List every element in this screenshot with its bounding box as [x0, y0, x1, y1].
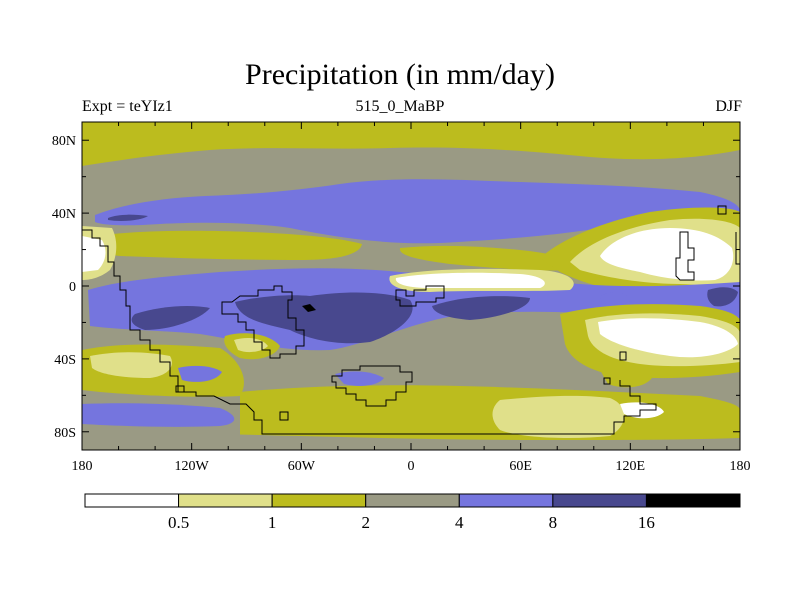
chart-title: Precipitation (in mm/day): [245, 58, 555, 91]
precip-region: [108, 214, 148, 221]
coastline: [675, 231, 695, 281]
precip-region: [335, 371, 384, 386]
x-tick-label: 180: [72, 459, 93, 474]
x-tick-label: 120E: [616, 459, 646, 474]
colorbar-label: 8: [549, 513, 558, 532]
coastline: [331, 365, 413, 407]
precip-region: [94, 230, 363, 260]
axes: 180 120W 60W 0 60E 120E 180 80N 40N 0 40S 80S: [52, 122, 751, 474]
colorbar-swatch: [552, 493, 647, 508]
colorbar-swatch: [271, 493, 367, 508]
colorbar-swatch: [645, 493, 741, 508]
precip-region: [598, 318, 738, 358]
precip-region: [600, 228, 734, 281]
y-tick-label: 80N: [52, 134, 76, 149]
coastline: [603, 377, 611, 385]
precip-region: [82, 122, 740, 166]
y-tick-label: 40N: [52, 207, 76, 222]
season-label: DJF: [715, 98, 742, 115]
colorbar-swatch: [84, 493, 180, 508]
precip-region: [492, 395, 625, 438]
precip-region: [707, 287, 738, 307]
colorbar-label: 16: [638, 513, 655, 532]
coastline: [735, 232, 740, 265]
experiment-label: Expt = teYIz1: [82, 98, 173, 115]
colorbar-swatch: [178, 493, 273, 508]
precip-region: [432, 296, 530, 320]
x-tick-label: 60E: [509, 459, 532, 474]
precip-region: [95, 179, 740, 244]
precip-region: [82, 430, 740, 450]
x-tick-label: 60W: [288, 459, 316, 474]
colorbar-swatch: [365, 493, 460, 508]
precipitation-map: [82, 122, 740, 450]
precip-region: [302, 304, 316, 312]
colorbar-swatch: [458, 493, 554, 508]
y-tick-label: 40S: [54, 353, 76, 368]
x-tick-label: 120W: [175, 459, 210, 474]
coastline: [619, 351, 627, 361]
y-tick-label: 0: [69, 280, 76, 295]
colorbar: 0.5 1 2 4 8 16: [84, 493, 741, 532]
precip-region: [235, 292, 413, 344]
precip-region: [395, 272, 545, 288]
coastline: [221, 285, 305, 359]
coastline: [395, 285, 445, 307]
coastline: [175, 385, 185, 393]
colorbar-label: 1: [268, 513, 277, 532]
y-tick-label: 80S: [54, 426, 76, 441]
colorbar-label: 2: [361, 513, 370, 532]
precip-region: [399, 245, 576, 271]
precip-region: [90, 352, 172, 378]
coastline: [717, 205, 727, 215]
colorbar-label: 0.5: [168, 513, 189, 532]
precip-region: [82, 403, 235, 427]
x-tick-label: 180: [730, 459, 751, 474]
coastline: [279, 411, 289, 421]
x-tick-label: 0: [408, 459, 415, 474]
precip-region: [178, 365, 222, 382]
colorbar-label: 4: [455, 513, 464, 532]
precip-region: [600, 368, 652, 388]
time-period-label: 515_0_MaBP: [355, 98, 445, 115]
precip-region: [131, 306, 210, 330]
continent-outlines: [82, 205, 740, 435]
precip-region: [600, 292, 632, 305]
